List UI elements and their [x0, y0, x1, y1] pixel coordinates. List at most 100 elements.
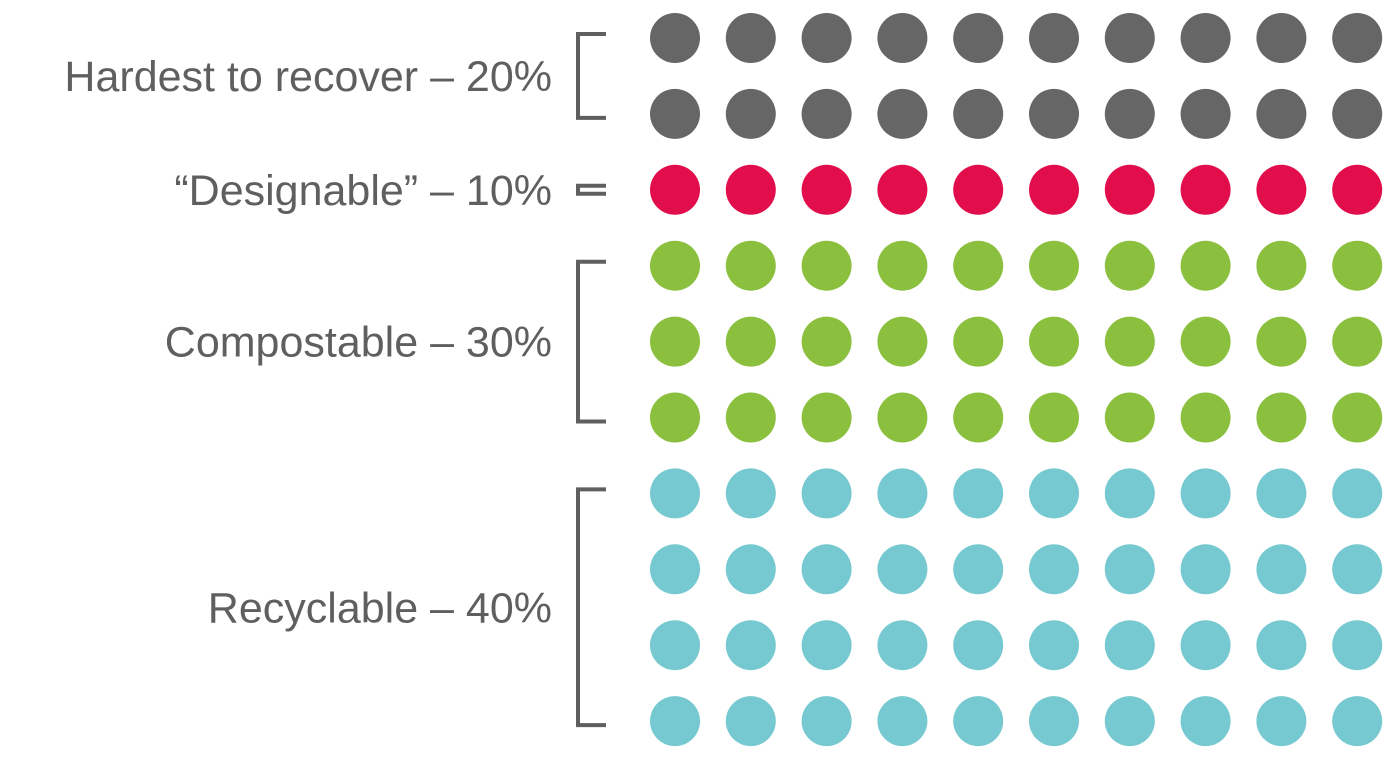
recyclable-dot [1256, 696, 1307, 747]
recyclable-dot [1256, 468, 1307, 519]
compostable-dot [1256, 316, 1307, 367]
recyclable-dot [1104, 468, 1155, 519]
hardest-to-recover-dot [1104, 88, 1155, 139]
compostable-dot [801, 392, 852, 443]
compostable-dot [1256, 392, 1307, 443]
compostable-dot [953, 240, 1004, 291]
recyclable-dot [1256, 620, 1307, 671]
designable-dot [650, 164, 700, 215]
recyclable-dot [953, 544, 1004, 595]
hardest-to-recover-dot [1029, 88, 1079, 139]
hardest-to-recover-dot [953, 13, 1004, 63]
compostable-dot [1332, 316, 1383, 367]
recyclable-dot [1332, 468, 1383, 519]
compostable-dot [877, 240, 928, 291]
label-layer: Hardest to recover – 20% “Designable” – 1… [64, 53, 552, 632]
compostable-dot [650, 240, 700, 291]
recyclable-dot [1180, 468, 1231, 519]
compostable-dot [877, 392, 928, 443]
hardest-to-recover-dot [801, 88, 852, 139]
designable-bracket [576, 183, 606, 196]
recyclable-dot [1180, 696, 1231, 747]
recyclable-dot [650, 468, 700, 519]
recyclable-dot [1029, 620, 1079, 671]
compostable-bracket [576, 259, 606, 424]
compostable-dot [725, 240, 776, 291]
compostable-dot [725, 316, 776, 367]
recyclable-dot [650, 620, 700, 671]
hardest-to-recover-dot [801, 13, 852, 63]
compostable-dot [650, 316, 700, 367]
recyclable-dot [725, 620, 776, 671]
recyclable-dot [1332, 696, 1383, 747]
hardest-to-recover-dot [1256, 88, 1307, 139]
bracket-layer [576, 32, 606, 728]
designable-dot [1332, 164, 1383, 215]
compostable-dot [1332, 392, 1383, 443]
compostable-dot [953, 392, 1004, 443]
hardest-to-recover-dot [650, 88, 700, 139]
recyclable-dot [877, 544, 928, 595]
compostable-dot [953, 316, 1004, 367]
designable-dot [1180, 164, 1231, 215]
recyclable-label: Recyclable – 40% [208, 584, 552, 632]
hardest-to-recover-label: Hardest to recover – 20% [64, 53, 552, 101]
hardest-to-recover-dot [953, 88, 1004, 139]
hardest-to-recover-dot [1029, 13, 1079, 63]
recyclable-dot [801, 696, 852, 747]
hardest-to-recover-dot [1180, 88, 1231, 139]
recyclable-dot [801, 468, 852, 519]
recyclable-dot [953, 468, 1004, 519]
compostable-dot [801, 240, 852, 291]
recyclable-dot [877, 696, 928, 747]
designable-dot [1256, 164, 1307, 215]
recyclable-dot [877, 468, 928, 519]
recyclable-dot [650, 696, 700, 747]
hardest-to-recover-dot [1332, 13, 1383, 63]
compostable-label: Compostable – 30% [165, 319, 552, 367]
designable-label: “Designable” – 10% [174, 167, 552, 215]
recyclable-dot [953, 620, 1004, 671]
compostable-dot [725, 392, 776, 443]
recyclable-dot [801, 544, 852, 595]
hardest-to-recover-dot [725, 13, 776, 63]
designable-dot [725, 164, 776, 215]
hardest-to-recover-dot [725, 88, 776, 139]
compostable-dot [877, 316, 928, 367]
hardest-to-recover-dot [877, 13, 928, 63]
recyclable-dot [1104, 544, 1155, 595]
compostable-dot [1180, 316, 1231, 367]
recyclable-dot [1332, 544, 1383, 595]
hardest-to-recover-dot [1104, 13, 1155, 63]
compostable-dot [1104, 392, 1155, 443]
compostable-dot [1029, 392, 1079, 443]
hardest-to-recover-dot [877, 88, 928, 139]
hardest-to-recover-dot [1180, 13, 1231, 63]
hardest-to-recover-dot [1332, 88, 1383, 139]
recyclable-bracket [576, 487, 606, 728]
compostable-dot [1256, 240, 1307, 291]
recyclable-dot [650, 544, 700, 595]
compostable-dot [1332, 240, 1383, 291]
designable-dot [1029, 164, 1079, 215]
recyclable-dot [1104, 620, 1155, 671]
compostable-dot [1104, 316, 1155, 367]
compostable-dot [650, 392, 700, 443]
compostable-dot [1029, 240, 1079, 291]
recyclable-dot [1104, 696, 1155, 747]
recyclable-dot [1180, 544, 1231, 595]
recyclable-dot [1029, 544, 1079, 595]
designable-dot [877, 164, 928, 215]
recyclable-dot [1180, 620, 1231, 671]
designable-dot [1104, 164, 1155, 215]
hardest-to-recover-bracket [576, 32, 606, 120]
compostable-dot [1104, 240, 1155, 291]
recyclable-dot [1332, 620, 1383, 671]
compostable-dot [1180, 240, 1231, 291]
compostable-dot [801, 316, 852, 367]
dot-grid [650, 13, 1383, 747]
recyclable-dot [877, 620, 928, 671]
hardest-to-recover-dot [1256, 13, 1307, 63]
recyclable-dot [1029, 468, 1079, 519]
